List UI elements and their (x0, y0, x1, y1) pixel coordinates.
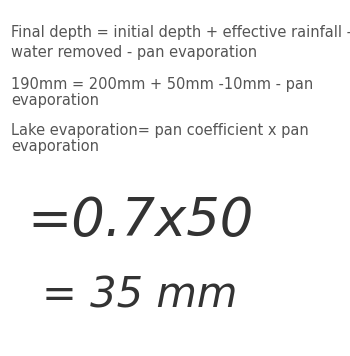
Text: 190mm = 200mm + 50mm -10mm - pan: 190mm = 200mm + 50mm -10mm - pan (11, 77, 313, 91)
Text: evaporation: evaporation (11, 93, 99, 108)
Text: water removed - pan evaporation: water removed - pan evaporation (11, 44, 257, 59)
Text: evaporation: evaporation (11, 139, 99, 154)
Text: Final depth = initial depth + effective rainfall -: Final depth = initial depth + effective … (11, 25, 350, 40)
Text: Lake evaporation= pan coefficient x pan: Lake evaporation= pan coefficient x pan (11, 123, 309, 138)
Text: = 35 mm: = 35 mm (42, 274, 238, 316)
Text: =0.7x50: =0.7x50 (27, 195, 253, 247)
